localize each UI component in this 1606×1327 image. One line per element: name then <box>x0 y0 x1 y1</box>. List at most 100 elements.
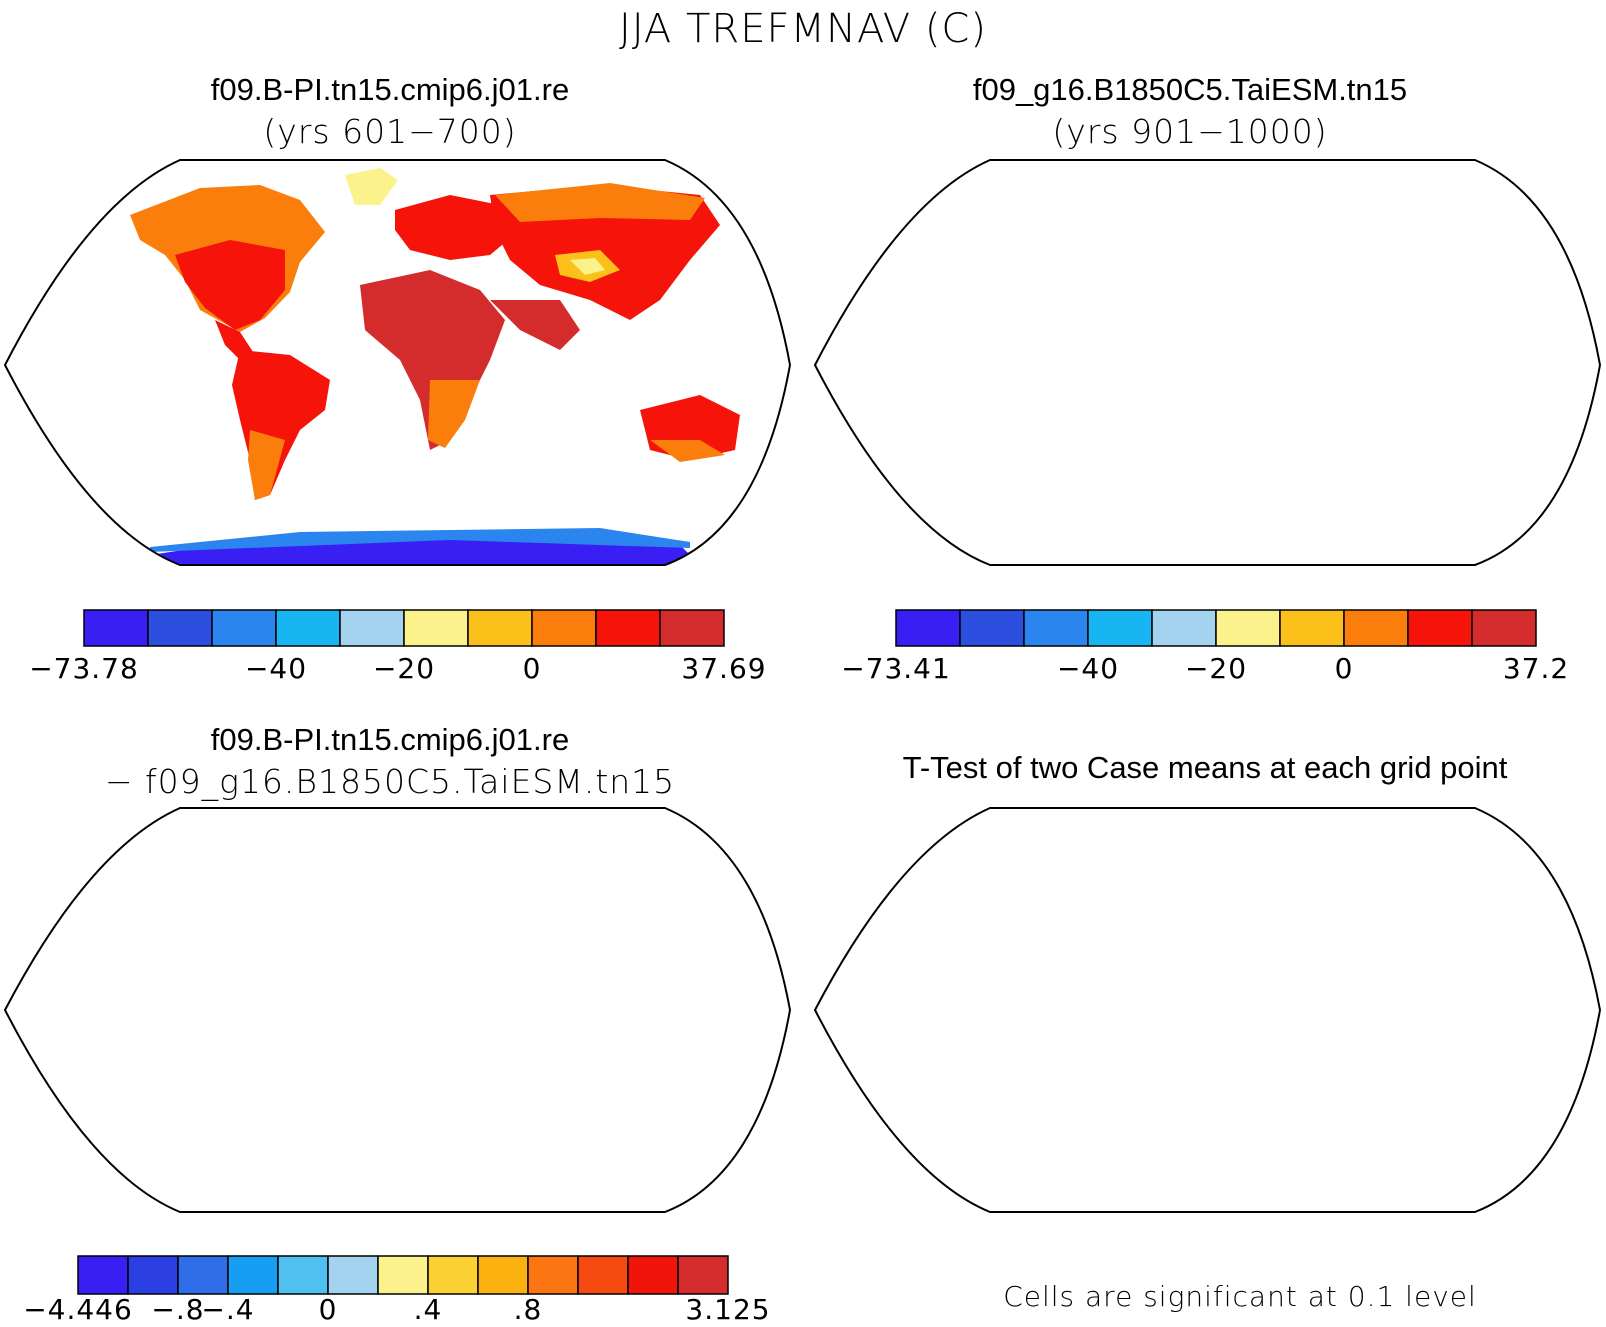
colorbar-3-swatch <box>227 1255 279 1295</box>
map-panel-2 <box>940 168 1550 565</box>
colorbar-1-tick-label: −40 <box>244 652 308 685</box>
panel-2-case-title: f09_g16.B1850C5.TaiESM.tn15 <box>972 72 1408 107</box>
africa <box>1170 270 1315 450</box>
colorbar-3-swatch <box>477 1255 529 1295</box>
colorbar-3-swatch <box>177 1255 229 1295</box>
south-america <box>1042 998 1140 1148</box>
asia-north <box>495 183 705 222</box>
asia <box>490 833 720 968</box>
colorbar-3-swatch <box>77 1255 129 1295</box>
colorbar-2-swatch <box>1087 609 1153 647</box>
colorbar-2-swatch <box>1279 609 1345 647</box>
colorbar-2-tick-label: −20 <box>1184 652 1248 685</box>
colorbar-1-swatch <box>339 609 405 647</box>
colorbar-3-tick-label: 0 <box>318 1293 338 1326</box>
europe <box>1205 843 1330 908</box>
europe <box>395 843 520 908</box>
australia <box>1450 395 1550 460</box>
south-america <box>232 350 330 500</box>
colorbar-1-swatch <box>83 609 149 647</box>
africa-south <box>428 380 480 448</box>
antarctica-warm <box>250 1188 350 1208</box>
colorbar-2-swatch <box>1471 609 1537 647</box>
main-title: JJA TREFMNAV (C) <box>619 6 987 52</box>
antarctica-patch-west <box>1070 1193 1150 1210</box>
colorbar-2-swatch <box>1343 609 1409 647</box>
colorbar-3-tick-label: −.8 <box>151 1293 205 1326</box>
map-frame-3 <box>3 807 792 1213</box>
south-america-cool <box>250 1023 305 1088</box>
asia-cool <box>600 873 660 913</box>
antarctica <box>150 1178 700 1213</box>
map-panel-3 <box>130 816 740 1213</box>
colorbar-3-swatch <box>677 1255 729 1295</box>
central-america <box>215 320 255 360</box>
map-frame-2 <box>813 159 1602 566</box>
australia <box>1450 1043 1550 1108</box>
colorbar-3-swatch <box>427 1255 479 1295</box>
colorbar-1-swatch <box>403 609 469 647</box>
continents-group-3 <box>130 816 740 1213</box>
colorbar-2-swatch <box>1023 609 1089 647</box>
north-america <box>940 185 1135 332</box>
map-frame-4 <box>813 807 1602 1213</box>
antarctica-coast <box>960 528 1500 552</box>
colorbar-2-tick-label: 37.2 <box>1502 652 1570 685</box>
australia-south <box>650 440 725 462</box>
north-america-cool <box>200 903 240 938</box>
arabia-india <box>490 948 580 998</box>
colorbar-2-swatch <box>1151 609 1217 647</box>
antarctica-coast <box>150 528 690 552</box>
asia <box>1300 185 1530 320</box>
australia-south <box>1460 440 1535 462</box>
greenland <box>1155 168 1208 205</box>
continents-group-1 <box>130 168 740 565</box>
colorbar-2-swatch <box>1407 609 1473 647</box>
australia-cool <box>675 1053 720 1093</box>
colorbar-3-swatch <box>577 1255 629 1295</box>
colorbar-3-tick-label: −4.446 <box>23 1293 133 1326</box>
colorbar-2-tick-label: −40 <box>1056 652 1120 685</box>
colorbar-1 <box>83 609 725 647</box>
africa-cool <box>425 1018 470 1078</box>
colorbar-3-tick-label: .8 <box>513 1293 543 1326</box>
tibet <box>1365 250 1430 282</box>
panel-3-case-title: f09.B-PI.tn15.cmip6.j01.re <box>210 722 570 757</box>
colorbar-3-swatch <box>277 1255 329 1295</box>
australia <box>640 1043 740 1108</box>
greenland <box>345 816 398 853</box>
north-america <box>130 833 325 980</box>
colorbar-2-swatch <box>895 609 961 647</box>
south-america <box>1042 350 1140 500</box>
north-america-warm <box>985 240 1095 330</box>
colorbar-2-swatch <box>959 609 1025 647</box>
panel-1-case-title: f09.B-PI.tn15.cmip6.j01.re <box>210 72 570 107</box>
continents-group-4 <box>970 833 1550 1210</box>
colorbar-1-swatch <box>659 609 725 647</box>
asia-north <box>1305 183 1515 222</box>
colorbar-1-swatch <box>211 609 277 647</box>
colorbar-3-swatch <box>527 1255 579 1295</box>
north-america-anom <box>160 883 285 973</box>
tibet-core <box>1380 258 1415 275</box>
africa <box>360 270 505 450</box>
colorbar-3-tick-label: −.4 <box>201 1293 255 1326</box>
colorbar-3-tick-label: .4 <box>413 1293 443 1326</box>
colorbar-3-tick-label: 3.125 <box>685 1293 771 1326</box>
colorbar-1-swatch <box>595 609 661 647</box>
colorbar-1-tick-label: 0 <box>522 652 542 685</box>
antarctica <box>960 530 1510 565</box>
africa-south <box>1238 380 1290 448</box>
north-america <box>970 863 1115 978</box>
panel-4-title: T-Test of two Case means at each grid po… <box>902 750 1508 785</box>
colorbar-2-swatch <box>1215 609 1281 647</box>
map-panel-1 <box>130 168 740 565</box>
antarctica-cool <box>460 1180 600 1198</box>
asia-north <box>560 838 700 878</box>
colorbar-1-tick-label: −73.78 <box>29 652 139 685</box>
colorbar-3-swatch <box>627 1255 679 1295</box>
antarctica-patch-east <box>1190 1190 1250 1203</box>
colorbar-3-swatch <box>127 1255 179 1295</box>
colorbar-1-swatch <box>531 609 597 647</box>
colorbar-2-tick-label: −73.41 <box>841 652 951 685</box>
